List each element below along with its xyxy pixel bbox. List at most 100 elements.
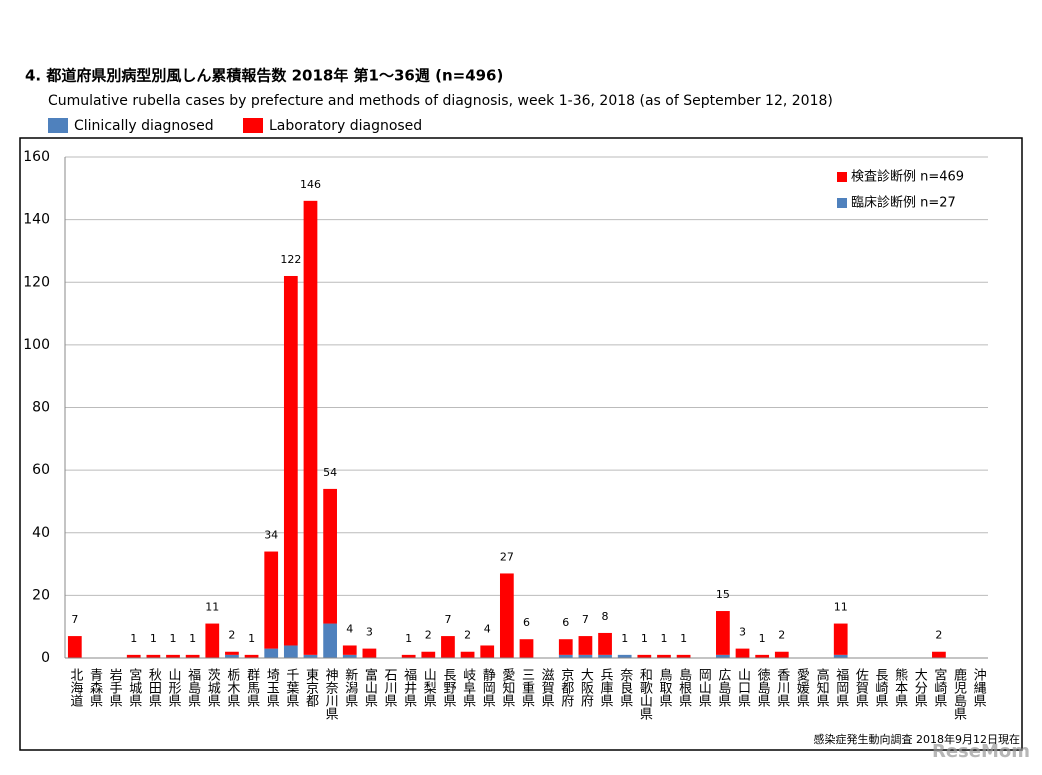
x-tick-label: 鳥取県 xyxy=(656,668,672,707)
x-tick-label: 長崎県 xyxy=(872,668,888,707)
bar-segment xyxy=(617,654,632,658)
y-tick-label: 0 xyxy=(41,650,50,666)
legend-swatch xyxy=(48,118,68,133)
data-label: 146 xyxy=(300,178,321,191)
inner-legend-label: 臨床診断例 n=27 xyxy=(851,195,956,211)
x-tick-label: 静岡県 xyxy=(480,668,496,707)
y-tick-label: 160 xyxy=(23,149,50,165)
inner-legend-swatch xyxy=(837,198,847,208)
x-tick-label: 群馬県 xyxy=(244,668,260,707)
x-tick-label: 大阪府 xyxy=(578,668,594,708)
x-tick-label: 大分県 xyxy=(912,668,928,707)
y-tick-label: 20 xyxy=(32,587,50,603)
data-label: 4 xyxy=(484,622,491,635)
x-tick-label: 福島県 xyxy=(185,668,201,707)
y-tick-label: 80 xyxy=(32,400,50,416)
bar-segment xyxy=(244,654,259,658)
x-tick-label: 埼玉県 xyxy=(264,668,280,707)
data-label: 1 xyxy=(189,632,196,645)
x-tick-label: 石川県 xyxy=(382,668,398,707)
data-label: 1 xyxy=(641,632,648,645)
bar-segment xyxy=(519,639,534,658)
bar-segment xyxy=(303,200,318,655)
x-tick-label: 秋田県 xyxy=(146,668,162,707)
x-tick-label: 佐賀県 xyxy=(853,668,869,707)
y-tick-label: 120 xyxy=(23,274,50,290)
bar-segment xyxy=(480,645,495,658)
data-label: 7 xyxy=(71,613,78,626)
watermark: ReseMom xyxy=(932,741,1030,762)
bar-segment xyxy=(283,275,298,646)
data-label: 1 xyxy=(170,632,177,645)
data-label: 7 xyxy=(582,613,589,626)
data-label: 4 xyxy=(346,622,353,635)
bar-segment xyxy=(716,654,730,658)
y-tick-label: 40 xyxy=(32,525,50,541)
x-tick-label: 滋賀県 xyxy=(539,668,555,707)
x-tick-label: 宮崎県 xyxy=(931,667,947,707)
bar-segment xyxy=(441,636,455,658)
bar-segment xyxy=(342,654,357,658)
y-tick-label: 100 xyxy=(23,337,50,353)
data-label: 1 xyxy=(660,632,667,645)
x-tick-label: 和歌山県 xyxy=(637,668,653,720)
y-tick-label: 140 xyxy=(23,212,50,228)
legend-swatch xyxy=(243,118,263,133)
legend-label: Clinically diagnosed xyxy=(74,118,214,134)
bar-segment xyxy=(166,654,180,658)
bar-segment xyxy=(932,651,946,658)
data-label: 1 xyxy=(680,632,687,645)
data-label: 1 xyxy=(405,632,412,645)
data-label: 1 xyxy=(759,632,766,645)
bar-segment xyxy=(578,636,593,655)
data-label: 2 xyxy=(935,629,942,642)
x-tick-label: 栃木県 xyxy=(224,668,240,707)
x-tick-label: 北海道 xyxy=(67,668,83,707)
x-tick-label: 福岡県 xyxy=(833,668,849,707)
data-label: 34 xyxy=(264,529,278,542)
data-label: 3 xyxy=(739,626,746,639)
x-tick-label: 香川県 xyxy=(774,668,790,707)
x-tick-label: 宮城県 xyxy=(126,667,142,707)
data-label: 122 xyxy=(280,253,301,266)
x-tick-label: 神奈川県 xyxy=(323,668,339,720)
bar-segment xyxy=(342,645,357,655)
bar-segment xyxy=(303,654,318,658)
bar-segment xyxy=(558,654,573,658)
x-tick-label: 山口県 xyxy=(735,668,751,707)
x-tick-label: 鹿児島県 xyxy=(951,667,967,720)
bar-segment xyxy=(67,636,82,658)
data-label: 11 xyxy=(834,601,848,614)
data-label: 2 xyxy=(778,629,785,642)
chart-subtitle: Cumulative rubella cases by prefecture a… xyxy=(48,93,833,109)
bar-segment xyxy=(657,654,671,658)
x-tick-label: 広島県 xyxy=(715,668,731,707)
bar-segment xyxy=(362,648,377,658)
x-tick-label: 徳島県 xyxy=(755,668,771,707)
x-tick-label: 岐阜県 xyxy=(460,668,476,707)
data-label: 1 xyxy=(150,632,157,645)
data-label: 6 xyxy=(562,616,569,629)
legend-label: Laboratory diagnosed xyxy=(269,118,422,134)
bar-segment xyxy=(264,648,279,658)
bar-segment xyxy=(833,654,848,658)
bar-segment xyxy=(833,623,848,655)
x-tick-label: 新潟県 xyxy=(342,667,358,707)
bar-segment xyxy=(126,654,141,658)
x-tick-label: 京都府 xyxy=(558,668,574,708)
bar-segment xyxy=(323,623,337,658)
bar-segment xyxy=(755,654,770,658)
x-tick-label: 高知県 xyxy=(814,667,830,707)
source-note: 感染症発生動向調査 2018年9月12日現在 xyxy=(814,732,1021,746)
data-label: 2 xyxy=(425,629,432,642)
data-label: 2 xyxy=(464,629,471,642)
data-label: 15 xyxy=(716,588,730,601)
x-tick-label: 愛知県 xyxy=(499,668,515,707)
data-label: 1 xyxy=(130,632,137,645)
x-tick-label: 熊本県 xyxy=(892,667,908,707)
bar-segment xyxy=(283,645,298,658)
x-tick-label: 沖縄県 xyxy=(971,668,987,707)
data-label: 2 xyxy=(228,629,235,642)
data-label: 1 xyxy=(248,632,255,645)
